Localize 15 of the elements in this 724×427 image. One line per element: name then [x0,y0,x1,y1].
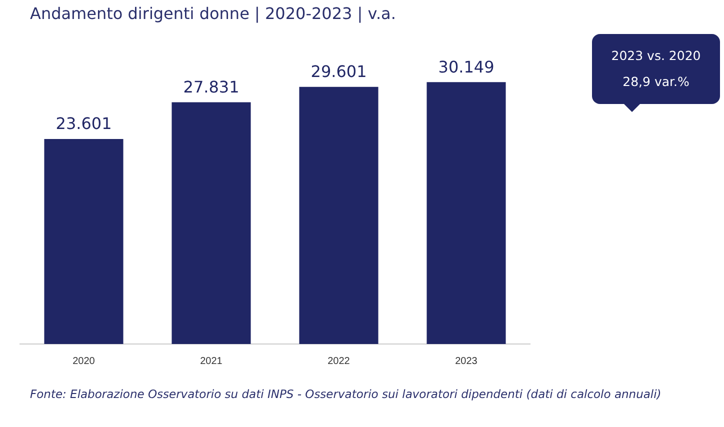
bar [172,102,251,344]
bar [299,86,378,344]
bar [44,139,124,344]
data-label: 27.831 [183,77,240,96]
x-tick-label: 2021 [200,356,223,367]
data-label: 30.149 [438,57,494,76]
x-tick-label: 2022 [328,356,350,367]
bar [426,82,506,344]
source-note: Fonte: Elaborazione Osservatorio su dati INPS - Osservatorio sui lavoratori dipendenti (dati di calcolo annuali) [30,386,662,403]
chart-title: Andamento dirigenti donne | 2020-2023 | v.a. [30,4,396,23]
data-label: 29.601 [310,62,367,82]
x-tick-label: 2023 [455,356,478,367]
data-label: 23.601 [56,114,112,134]
x-tick-label: 2020 [72,356,96,367]
text: 2023 vs. 2020 28,9 var.% [592,34,720,104]
